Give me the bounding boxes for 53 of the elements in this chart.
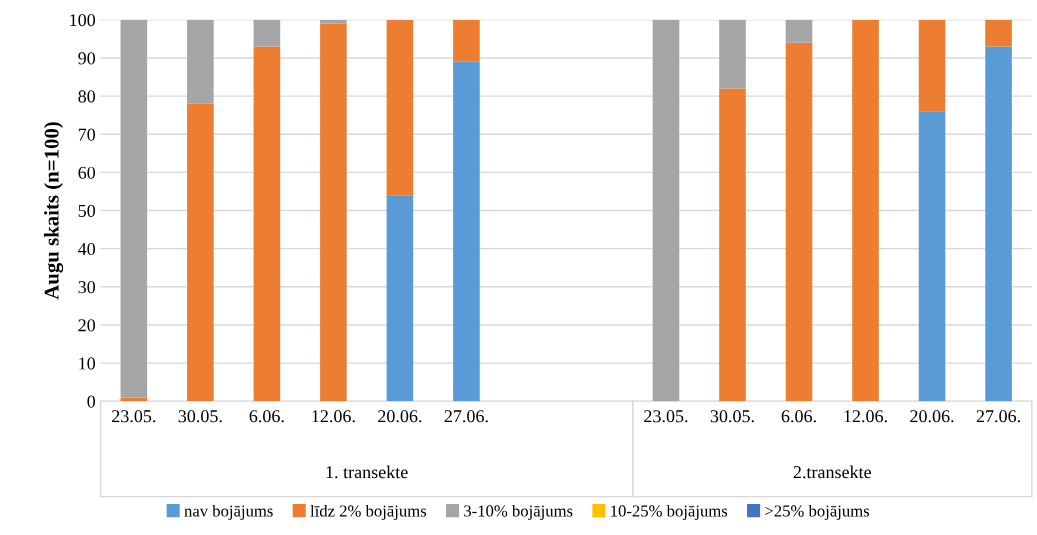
bar [985, 19, 1012, 47]
y-tick-label: 50 [78, 204, 96, 217]
bar [453, 61, 480, 402]
y-tick-label: 0 [87, 395, 96, 408]
bar [120, 19, 148, 398]
legend-label: līdz 2% bojājums [310, 504, 427, 520]
legend-label: nav bojājums [184, 504, 273, 520]
bar [785, 42, 813, 402]
bar [320, 19, 347, 24]
bar [386, 195, 414, 402]
legend-label: 10-25% bojājums [611, 504, 728, 520]
bar [918, 111, 946, 402]
bar [253, 46, 281, 402]
y-tick-label: 30 [78, 281, 96, 294]
y-tick-label: 60 [78, 166, 96, 179]
bar [187, 19, 214, 104]
y-tick-label: 80 [78, 90, 96, 103]
y-axis-title: Augu skaits (n=100) [44, 122, 64, 300]
legend-label: >25% bojājums [765, 504, 870, 520]
bar [120, 397, 148, 402]
x-tick-label: 27.06. [444, 410, 488, 423]
bar [918, 19, 946, 112]
legend-label: 3-10% bojājums [464, 504, 573, 520]
x-tick-label: 23.05. [112, 410, 156, 423]
x-tick-label: 20.06. [378, 410, 422, 423]
x-tick-label: 23.05. [644, 410, 688, 423]
x-tick-label: 30.05. [710, 410, 754, 423]
bar [187, 103, 214, 402]
text: 2.transekte [793, 465, 871, 479]
y-tick-label: 100 [70, 14, 96, 27]
bar [785, 19, 813, 43]
bar [386, 19, 414, 196]
bar [719, 19, 746, 89]
x-tick-label: 20.06. [910, 410, 954, 423]
y-tick-label: 90 [78, 52, 96, 65]
bar [320, 23, 347, 402]
y-tick-label: 20 [78, 319, 96, 332]
text: 1. transekte [326, 465, 408, 479]
y-tick-label: 40 [78, 242, 96, 256]
x-tick-label: 12.06. [312, 410, 355, 423]
y-tick-label: 70 [78, 128, 96, 141]
bar [985, 46, 1012, 402]
bar [453, 19, 480, 62]
x-tick-label: 27.06. [976, 410, 1020, 423]
bar [253, 19, 281, 47]
x-tick-label: 12.06. [844, 410, 887, 423]
bar [652, 19, 680, 402]
x-tick-label: 30.05. [178, 410, 222, 423]
bar [852, 19, 879, 402]
y-tick-label: 10 [79, 357, 96, 370]
x-tick-label: 6.06. [781, 410, 816, 423]
x-tick-label: 6.06. [249, 410, 284, 423]
bar [719, 88, 746, 402]
